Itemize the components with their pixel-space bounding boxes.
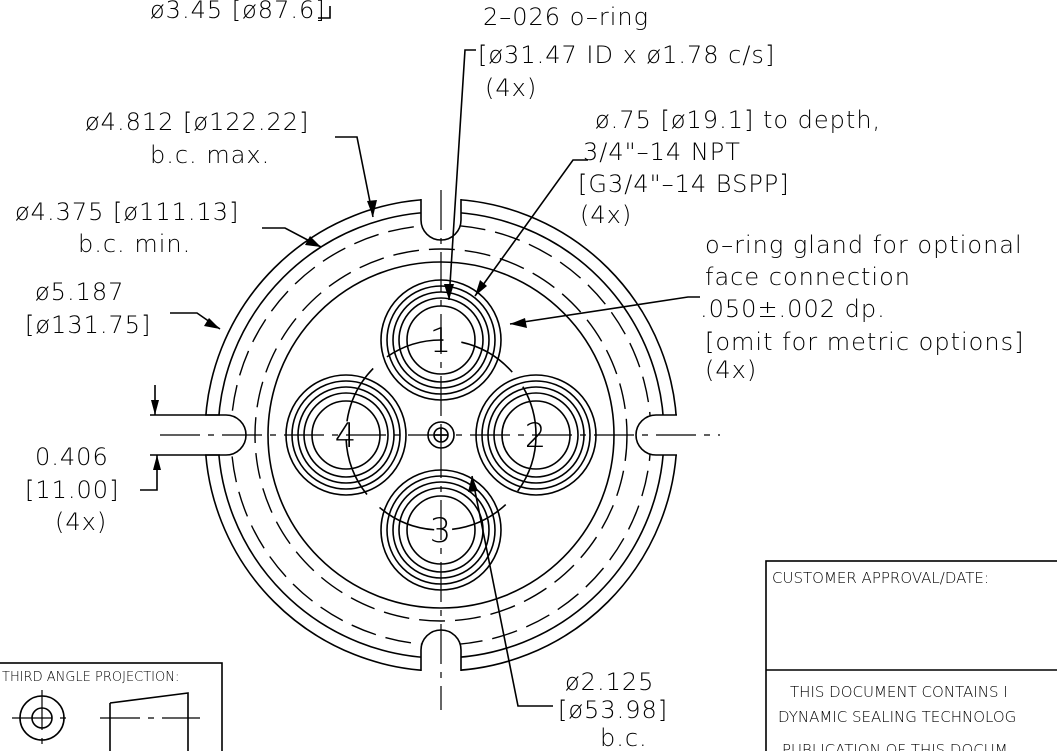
label: [ø31.47 ID x ø1.78 c/s] (478, 41, 775, 69)
notice: THIS DOCUMENT CONTAINS I (790, 683, 1008, 701)
label: [ø53.98] (558, 696, 668, 724)
label: [11.00] (25, 476, 119, 504)
label: [omit for metric options] (705, 328, 1024, 356)
label: ø4.812 [ø122.22] (85, 108, 309, 136)
notice: PUBLICATION OF THIS DOCUM (782, 741, 1008, 751)
projection-symbol (110, 693, 188, 751)
arrow (151, 400, 159, 415)
page: {"drawing": { "view_diameter": "ø3.45 [ø… (0, 0, 1057, 751)
port-number: 2 (525, 416, 548, 456)
notice: DYNAMIC SEALING TECHNOLOG (778, 708, 1016, 726)
approval-label: CUSTOMER APPROVAL/DATE: (772, 569, 989, 587)
label: face connection (705, 263, 911, 291)
label: b.c. min. (78, 230, 191, 258)
leader (335, 137, 373, 217)
label: (4x) (580, 201, 632, 229)
drawing: 1 2 3 4 ø3.45 [ø87.6] 2–026 o–ring [ø31.47 … (0, 0, 1057, 751)
arrow (153, 455, 161, 470)
port-number: 3 (430, 511, 453, 551)
label: 2–026 o–ring (483, 3, 649, 31)
leader (140, 455, 157, 490)
label: (4x) (705, 356, 757, 384)
label: ø4.375 [ø111.13] (15, 198, 239, 226)
label: 0.406 (35, 443, 109, 471)
label: (4x) (485, 74, 537, 102)
label: [G3/4"–14 BSPP] (578, 170, 790, 198)
label: .050±.002 dp. (700, 295, 886, 323)
port-number: 1 (430, 321, 453, 361)
arrow (510, 318, 527, 328)
label: o–ring gland for optional (705, 231, 1023, 259)
label: ø.75 [ø19.1] to depth, (595, 106, 881, 134)
projection-label: THIRD ANGLE PROJECTION: (2, 670, 179, 685)
leader (510, 297, 700, 324)
label: b.c. max. (150, 141, 270, 169)
label: (4x) (55, 508, 107, 536)
leader (475, 160, 588, 296)
label: b.c. (600, 724, 648, 751)
label: ø5.187 (35, 278, 124, 306)
label: ø3.45 [ø87.6] (150, 0, 326, 24)
geometry: 1 2 3 4 (160, 190, 720, 710)
label: 3/4"–14 NPT (583, 138, 741, 166)
label: [ø131.75] (25, 311, 151, 339)
port-number: 4 (335, 416, 358, 456)
label: ø2.125 (565, 668, 654, 696)
